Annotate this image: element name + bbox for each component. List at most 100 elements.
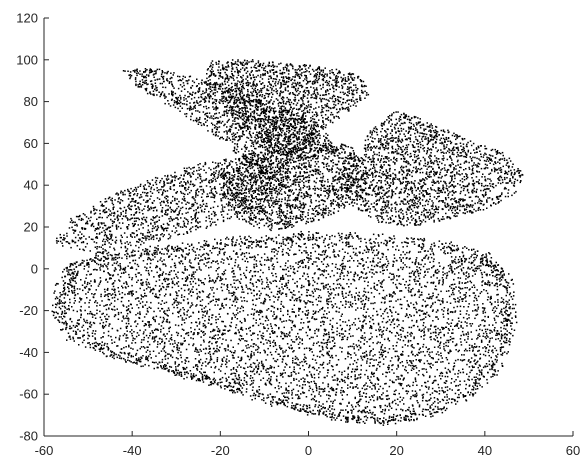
scatter-point bbox=[423, 338, 425, 340]
scatter-point bbox=[138, 257, 140, 259]
scatter-point bbox=[115, 336, 117, 339]
scatter-point bbox=[186, 357, 189, 359]
scatter-point bbox=[144, 292, 146, 295]
scatter-point bbox=[473, 382, 475, 384]
scatter-point bbox=[265, 359, 267, 361]
scatter-point bbox=[134, 320, 137, 322]
scatter-point bbox=[393, 277, 395, 279]
scatter-point bbox=[234, 381, 236, 383]
scatter-point bbox=[262, 366, 265, 368]
scatter-point bbox=[387, 338, 389, 341]
scatter-point bbox=[171, 356, 174, 359]
scatter-point bbox=[359, 320, 361, 322]
scatter-point bbox=[350, 354, 352, 356]
scatter-point bbox=[285, 392, 288, 394]
scatter-point bbox=[166, 333, 168, 335]
scatter-point bbox=[173, 340, 176, 342]
scatter-point bbox=[343, 297, 345, 299]
scatter-point bbox=[396, 332, 399, 335]
scatter-point bbox=[308, 347, 311, 349]
scatter-point bbox=[149, 258, 151, 260]
scatter-point bbox=[473, 296, 476, 299]
scatter-point bbox=[484, 307, 486, 309]
scatter-point bbox=[473, 253, 475, 255]
scatter-point bbox=[413, 368, 415, 370]
scatter-point bbox=[117, 345, 119, 347]
scatter-point bbox=[291, 392, 293, 394]
scatter-point bbox=[294, 253, 296, 255]
scatter-point bbox=[367, 308, 369, 310]
scatter-point bbox=[429, 363, 431, 365]
scatter-point bbox=[121, 257, 123, 259]
scatter-point bbox=[419, 282, 421, 285]
scatter-point bbox=[268, 268, 270, 271]
scatter-point bbox=[274, 273, 277, 275]
scatter-point bbox=[249, 279, 252, 281]
scatter-point bbox=[255, 265, 258, 267]
scatter-point bbox=[397, 319, 400, 322]
scatter-point bbox=[356, 368, 359, 370]
scatter-point bbox=[204, 324, 206, 327]
scatter-point bbox=[247, 366, 249, 368]
scatter-point bbox=[131, 278, 133, 281]
scatter-point bbox=[352, 251, 355, 254]
scatter-point bbox=[364, 406, 367, 409]
scatter-point bbox=[62, 271, 64, 273]
scatter-point bbox=[386, 312, 389, 314]
scatter-point bbox=[384, 409, 386, 412]
scatter-point bbox=[359, 263, 362, 265]
scatter-point bbox=[371, 327, 373, 330]
scatter-point bbox=[405, 369, 407, 372]
scatter-point bbox=[131, 335, 134, 337]
scatter-point bbox=[207, 376, 209, 378]
scatter-point bbox=[140, 282, 142, 285]
scatter-point bbox=[150, 289, 152, 291]
scatter-point bbox=[145, 323, 147, 326]
scatter-point bbox=[416, 269, 418, 271]
scatter-point bbox=[424, 334, 426, 336]
scatter-point bbox=[273, 331, 276, 333]
scatter-point bbox=[240, 278, 242, 280]
scatter-point bbox=[197, 351, 200, 353]
scatter-point bbox=[136, 304, 138, 306]
scatter-point bbox=[221, 363, 223, 366]
scatter-point bbox=[68, 308, 70, 311]
scatter-point bbox=[338, 268, 341, 270]
scatter-point bbox=[484, 336, 486, 338]
scatter-point bbox=[318, 413, 320, 415]
scatter-point bbox=[238, 377, 241, 379]
scatter-point bbox=[454, 268, 456, 270]
scatter-point bbox=[412, 413, 414, 415]
scatter-point bbox=[129, 262, 131, 264]
scatter-point bbox=[262, 363, 264, 366]
scatter-point bbox=[331, 365, 334, 368]
scatter-point bbox=[312, 238, 315, 240]
scatter-point bbox=[84, 282, 86, 284]
scatter-point bbox=[244, 340, 246, 342]
scatter-point bbox=[249, 377, 252, 380]
scatter-point bbox=[295, 373, 297, 375]
scatter-point bbox=[431, 310, 434, 312]
scatter-point bbox=[202, 348, 205, 350]
scatter-point bbox=[296, 286, 298, 288]
scatter-point bbox=[363, 352, 366, 354]
scatter-point bbox=[365, 369, 368, 372]
scatter-point bbox=[137, 307, 140, 309]
scatter-point bbox=[173, 306, 175, 309]
scatter-point bbox=[236, 370, 238, 373]
scatter-point bbox=[388, 367, 390, 369]
scatter-point bbox=[171, 303, 174, 306]
scatter-point bbox=[220, 386, 222, 389]
scatter-point bbox=[342, 267, 344, 269]
scatter-point bbox=[281, 338, 284, 340]
scatter-point bbox=[481, 281, 483, 283]
scatter-point bbox=[432, 294, 434, 297]
scatter-point bbox=[386, 398, 388, 400]
scatter-point bbox=[219, 279, 221, 282]
scatter-point bbox=[94, 330, 97, 332]
scatter-point bbox=[205, 252, 208, 255]
scatter-point bbox=[219, 248, 222, 251]
scatter-point bbox=[280, 300, 283, 303]
scatter-point bbox=[166, 309, 168, 312]
scatter-point bbox=[185, 279, 188, 281]
